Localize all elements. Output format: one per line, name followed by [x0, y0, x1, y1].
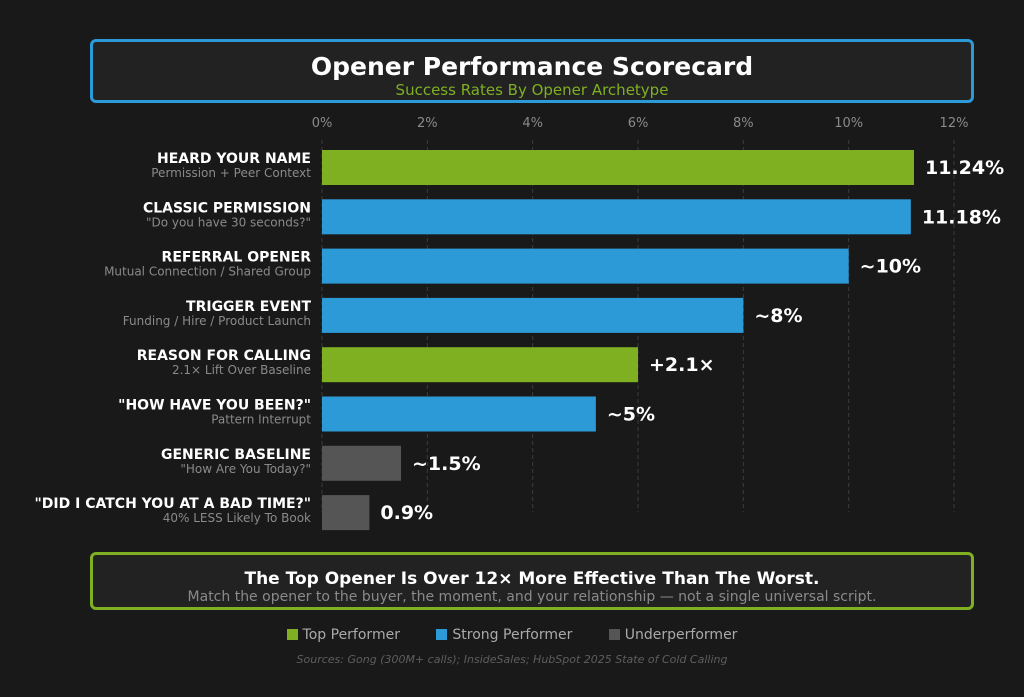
source-note: Sources: Gong (300M+ calls); InsideSales… — [296, 653, 728, 666]
data-label: ~8% — [754, 305, 802, 327]
category-sublabel: Pattern Interrupt — [211, 413, 311, 427]
x-tick-label: 8% — [733, 116, 754, 131]
x-tick-label: 12% — [940, 116, 969, 131]
bar — [322, 199, 911, 235]
legend-item-under: Underperformer — [608, 627, 738, 643]
chart-title: Opener Performance Scorecard — [310, 52, 754, 81]
data-label: 0.9% — [380, 502, 433, 524]
legend-swatch-strong — [436, 629, 448, 640]
x-tick-label: 6% — [628, 116, 649, 131]
data-label: +2.1× — [649, 354, 715, 376]
category-label: REASON FOR CALLING — [137, 348, 311, 364]
bar — [322, 495, 370, 531]
bar — [322, 150, 914, 185]
category-sublabel: Funding / Hire / Product Launch — [123, 314, 311, 328]
data-label: ~1.5% — [412, 453, 481, 475]
x-tick-label: 0% — [312, 116, 333, 131]
legend-label: Top Performer — [302, 627, 400, 643]
category-sublabel: "Do you have 30 seconds?" — [146, 215, 311, 229]
legend-label: Strong Performer — [452, 627, 573, 643]
legend-swatch-under — [608, 629, 620, 640]
category-label: CLASSIC PERMISSION — [143, 200, 311, 216]
data-label: ~10% — [860, 256, 921, 278]
legend-swatch-top — [286, 629, 298, 640]
x-tick-label: 10% — [834, 116, 863, 131]
bar — [322, 396, 596, 432]
bar — [322, 347, 638, 383]
category-label: GENERIC BASELINE — [161, 447, 311, 463]
legend-item-top: Top Performer — [286, 627, 400, 643]
title-box: Opener Performance Scorecard Success Rat… — [90, 39, 974, 103]
legend-label: Underperformer — [624, 627, 738, 643]
bar — [322, 445, 401, 481]
bar — [322, 297, 744, 333]
category-label: "HOW HAVE YOU BEEN?" — [118, 398, 311, 414]
data-label: 11.18% — [922, 206, 1001, 228]
takeaway-box: The Top Opener Is Over 12× More Effectiv… — [90, 552, 974, 610]
data-label: 11.24% — [925, 157, 1004, 179]
category-sublabel: 40% LESS Likely To Book — [163, 511, 311, 525]
chart-subtitle: Success Rates By Opener Archetype — [395, 81, 669, 99]
category-sublabel: Mutual Connection / Shared Group — [104, 265, 311, 279]
category-label: TRIGGER EVENT — [186, 299, 311, 315]
bar — [322, 248, 849, 284]
legend-item-strong: Strong Performer — [436, 627, 572, 643]
category-sublabel: Permission + Peer Context — [151, 166, 311, 180]
category-label: HEARD YOUR NAME — [157, 151, 311, 167]
legend: Top Performer Strong Performer Underperf… — [0, 627, 1024, 643]
takeaway-subtitle: Match the opener to the buyer, the momen… — [187, 589, 877, 605]
data-label: ~5% — [607, 404, 655, 426]
category-sublabel: "How Are You Today?" — [180, 462, 311, 476]
x-tick-label: 4% — [522, 116, 543, 131]
category-label: "DID I CATCH YOU AT A BAD TIME?" — [35, 496, 311, 512]
x-tick-label: 2% — [417, 116, 438, 131]
takeaway-title: The Top Opener Is Over 12× More Effectiv… — [244, 569, 820, 589]
category-sublabel: 2.1× Lift Over Baseline — [172, 363, 311, 377]
category-label: REFERRAL OPENER — [162, 250, 312, 266]
